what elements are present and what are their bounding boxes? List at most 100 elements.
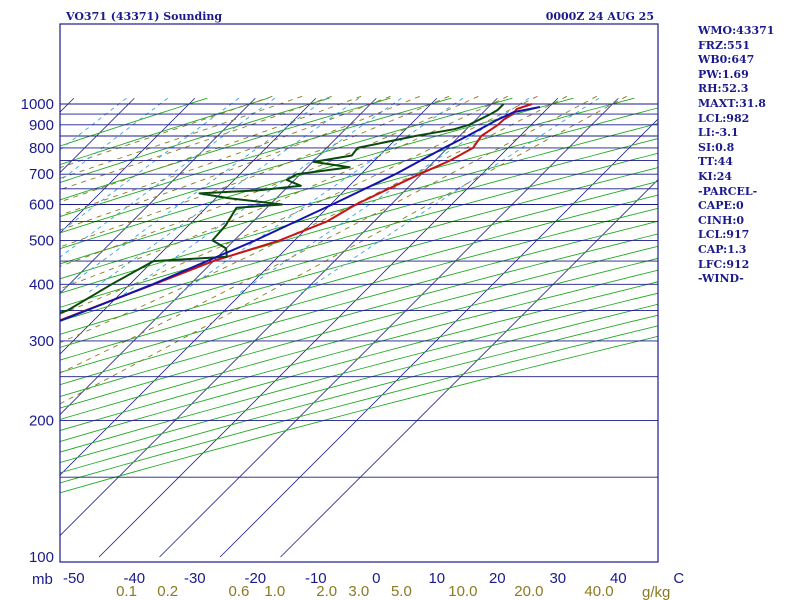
dry-adiabat-line (60, 107, 658, 280)
temperature-label: 10 (428, 570, 445, 587)
pressure-label: 400 (29, 276, 54, 293)
parcel-trace (60, 106, 541, 323)
index-entry: TT:44 (698, 155, 733, 169)
mixing-ratio-label: 40.0 (584, 583, 613, 600)
temperature-axis-labels: -50 -40 -30 -20 -10 0 10 20 30 40 C (63, 570, 684, 587)
moist-adiabat-line (60, 95, 568, 344)
dry-adiabat-line (60, 245, 658, 409)
moist-adiabat-line (60, 95, 538, 315)
index-entry: LFC:912 (698, 257, 750, 271)
isotherm-line (60, 97, 317, 355)
mixing-ratio-line (60, 97, 168, 182)
pressure-label: 600 (29, 197, 54, 214)
dry-adiabat-line (60, 97, 635, 265)
index-entry: PW:1.69 (698, 67, 749, 81)
dry-adiabat-line (60, 97, 330, 183)
isotherm-line (60, 97, 196, 234)
pressure-label: 800 (29, 140, 54, 157)
mixing-ratio-label: 0.2 (157, 583, 178, 600)
dry-adiabat-line (60, 292, 658, 453)
dry-adiabat-line (60, 314, 658, 474)
index-entry: CAPE:0 (698, 199, 744, 213)
dry-adiabat-line (60, 220, 658, 386)
pressure-label: 500 (29, 232, 54, 249)
mixing-ratio-label: 1.0 (264, 583, 285, 600)
temperature-label: -20 (244, 570, 266, 587)
dry-adiabat-line (60, 207, 658, 373)
stability-indices-panel: WMO:43371 FRZ:551 WB0:647 PW:1.69 RH:52.3 MAX… (698, 24, 774, 287)
moist-adiabat-line (60, 95, 332, 191)
dry-adiabat-line (60, 180, 658, 348)
mixing-ratio-line (60, 97, 127, 151)
index-entry: FRZ:551 (698, 38, 751, 52)
index-entry: WMO:43371 (698, 24, 775, 37)
temperature-label: -30 (184, 570, 206, 587)
isotherm-line (280, 178, 658, 558)
dry-adiabat-line (60, 152, 658, 322)
index-entry: SI:0.8 (698, 140, 735, 154)
pressure-label: 100 (29, 549, 54, 566)
index-entry: -WIND- (698, 272, 744, 286)
index-entry: KI:24 (698, 169, 733, 183)
index-entry: CINH:0 (698, 213, 745, 227)
pressure-label: 300 (29, 333, 54, 350)
index-entry: WB0:647 (698, 53, 755, 67)
dry-adiabat-line (60, 97, 452, 218)
sounding-traces (60, 103, 541, 323)
temperature-label: 20 (489, 570, 506, 587)
index-entry: LI:-3.1 (698, 126, 739, 140)
dewpoint-trace (60, 103, 505, 314)
pressure-label: 700 (29, 166, 54, 183)
moist-adiabat-lines (60, 95, 627, 405)
mixing-ratio-label: 2.0 (316, 583, 337, 600)
temperature-label: -10 (305, 570, 327, 587)
dry-adiabat-line (60, 281, 658, 442)
pressure-axis-labels: 100 200 300 400 500 600 700 800 900 1000 (21, 96, 54, 566)
dry-adiabat-line (60, 194, 658, 361)
dry-adiabat-lines (60, 97, 658, 494)
mixing-ratio-label: 3.0 (348, 583, 369, 600)
mixing-ratio-line (299, 97, 600, 295)
dry-adiabat-line (60, 303, 658, 464)
dry-adiabat-line (60, 325, 658, 484)
pressure-unit-label: mb (32, 571, 53, 588)
mixing-ratio-label: 5.0 (391, 583, 412, 600)
dry-adiabat-line (60, 97, 391, 201)
plot-frame (59, 23, 659, 563)
sounding-time: 0000Z 24 AUG 25 (546, 10, 654, 23)
pressure-label: 900 (29, 117, 54, 134)
index-entry: LCL:982 (698, 111, 750, 125)
dry-adiabat-line (60, 335, 658, 494)
temperature-label: 30 (549, 570, 566, 587)
mixing-ratio-line (178, 97, 464, 295)
pressure-label: 200 (29, 413, 54, 430)
temperature-label: C (673, 570, 684, 587)
dry-adiabat-line (60, 269, 658, 431)
moist-adiabat-line (60, 95, 303, 179)
temperature-label: 40 (610, 570, 627, 587)
isotherm-line (60, 97, 438, 476)
dry-adiabat-line (60, 97, 513, 234)
dry-adiabat-line (60, 233, 658, 398)
pressure-label: 1000 (21, 96, 54, 113)
moist-adiabat-line (60, 95, 362, 203)
moist-adiabat-line (60, 95, 509, 290)
mixing-ratio-label: 10.0 (448, 583, 477, 600)
mixing-ratio-label: 0.1 (116, 583, 137, 600)
temperature-label: -40 (123, 570, 145, 587)
moist-adiabat-line (60, 95, 598, 374)
isotherm-line (98, 97, 559, 558)
mixing-ratio-lines (60, 97, 600, 295)
dry-adiabat-line (60, 167, 658, 335)
temperature-label: 0 (372, 570, 380, 587)
mixing-ratio-line (123, 97, 402, 295)
dry-adiabat-line (60, 123, 658, 294)
index-entry: LCL:917 (698, 228, 750, 242)
moist-adiabat-line (60, 95, 479, 267)
index-entry: MAXT:31.8 (698, 96, 766, 110)
dry-adiabat-line (60, 138, 658, 308)
sounding-title: VO371 (43371) Sounding (65, 10, 222, 23)
mixing-ratio-axis-labels: 0.1 0.2 0.6 1.0 2.0 3.0 5.0 10.0 20.0 40.0 (116, 583, 614, 600)
mixing-ratio-line (85, 97, 360, 295)
